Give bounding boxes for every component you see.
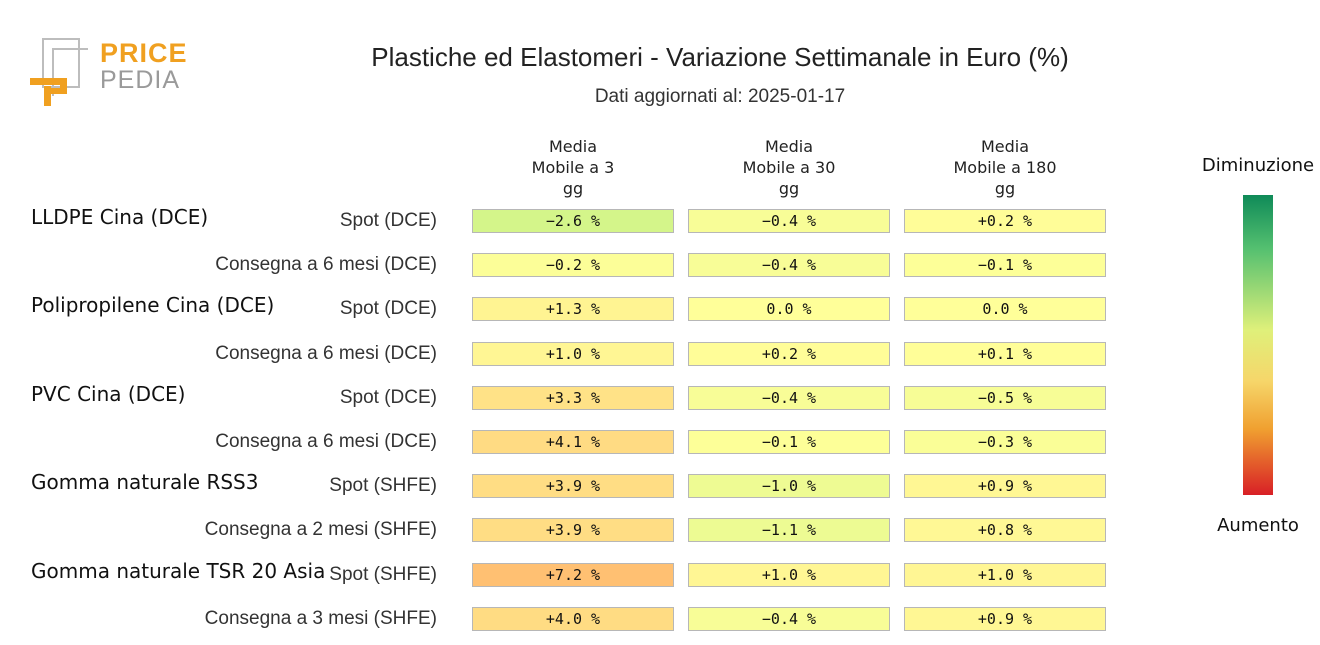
column-header-line: Mobile a 30	[742, 158, 836, 177]
logo-text-price: PRICE	[100, 38, 188, 68]
row-label: Spot (SHFE)	[329, 563, 437, 585]
logo-mark	[30, 78, 60, 85]
chart-title: Plastiche ed Elastomeri - Variazione Set…	[371, 42, 1069, 72]
logo-mark	[44, 86, 51, 106]
column-header: Media Mobile a 180 gg	[904, 136, 1106, 199]
row-label: Spot (DCE)	[339, 386, 437, 408]
column-header: Media Mobile a 3 gg	[472, 136, 674, 199]
legend-top-label: Diminuzione	[1201, 155, 1315, 176]
column-header-line: gg	[562, 179, 584, 198]
column-header-line: Media	[764, 137, 814, 156]
heatmap-cell: −1.1 %	[688, 518, 890, 543]
heatmap-cell: 0.0 %	[904, 297, 1106, 322]
column-header-line: gg	[994, 179, 1016, 198]
group-label: Gomma naturale RSS3	[31, 470, 259, 495]
heatmap-cell: +1.0 %	[472, 341, 674, 366]
row-label: Spot (DCE)	[339, 210, 437, 231]
heatmap-cell: +7.2 %	[472, 562, 674, 587]
column-header-line: Mobile a 180	[953, 158, 1057, 177]
logo-text-pedia: PEDIA	[100, 66, 181, 94]
chart-subtitle: Dati aggiornati al: 2025-01-17	[594, 86, 846, 107]
heatmap-cell: −0.4 %	[688, 385, 890, 410]
heatmap-cell: −0.4 %	[688, 253, 890, 278]
heatmap-cell: +0.1 %	[904, 341, 1106, 366]
heatmap-cell: +1.0 %	[688, 562, 890, 587]
row-label: Spot (SHFE)	[329, 475, 437, 497]
row-label: Consegna a 6 mesi (DCE)	[215, 342, 437, 364]
group-label: PVC Cina (DCE)	[31, 381, 186, 406]
heatmap-cell: +3.3 %	[472, 385, 674, 410]
heatmap-cell: 0.0 %	[688, 297, 890, 322]
heatmap-cell: +0.2 %	[904, 209, 1106, 233]
heatmap-cell: −0.4 %	[688, 606, 890, 631]
heatmap-cell: +1.3 %	[472, 297, 674, 322]
pricepedia-logo: PRICE PEDIA	[30, 38, 190, 110]
column-header-line: Mobile a 3	[531, 158, 615, 177]
row-label: Consegna a 6 mesi (DCE)	[215, 431, 437, 452]
column-header: Media Mobile a 30 gg	[688, 136, 890, 199]
heatmap-cell: +0.9 %	[904, 474, 1106, 499]
row-label: Consegna a 3 mesi (SHFE)	[204, 607, 437, 629]
heatmap-cell: +0.9 %	[904, 606, 1106, 631]
heatmap-cell: −1.0 %	[688, 474, 890, 499]
row-label: Consegna a 6 mesi (DCE)	[215, 254, 437, 276]
row-label: Consegna a 2 mesi (SHFE)	[204, 519, 437, 541]
heatmap-cell: +3.9 %	[472, 474, 674, 499]
heatmap-cell: −0.3 %	[904, 430, 1106, 454]
heatmap-cell: −0.1 %	[688, 430, 890, 454]
heatmap-cell: +3.9 %	[472, 518, 674, 543]
group-label: Gomma naturale TSR 20 Asia	[31, 558, 326, 583]
logo-mark	[44, 88, 66, 94]
heatmap-cell: +0.8 %	[904, 518, 1106, 543]
heatmap-cell: +1.0 %	[904, 562, 1106, 587]
heatmap-cell: −0.4 %	[688, 209, 890, 233]
row-label: Spot (DCE)	[339, 298, 437, 320]
heatmap-cell: +4.1 %	[472, 430, 674, 454]
logo-frame-inner	[52, 48, 88, 96]
column-header-line: Media	[548, 137, 598, 156]
column-header-line: gg	[778, 179, 800, 198]
heatmap-cell: −0.1 %	[904, 253, 1106, 278]
logo-mark	[60, 78, 67, 94]
group-label: LLDPE Cina (DCE)	[31, 205, 209, 229]
column-header-line: Media	[980, 137, 1030, 156]
heatmap-cell: −0.5 %	[904, 385, 1106, 410]
heatmap-cell: +4.0 %	[472, 606, 674, 631]
group-label: Polipropilene Cina (DCE)	[31, 293, 275, 318]
legend-color-scale	[1243, 195, 1273, 495]
heatmap-cell: +0.2 %	[688, 341, 890, 366]
heatmap-cell: −2.6 %	[472, 209, 674, 233]
legend-bottom-label: Aumento	[1217, 515, 1299, 536]
heatmap-cell: −0.2 %	[472, 253, 674, 278]
